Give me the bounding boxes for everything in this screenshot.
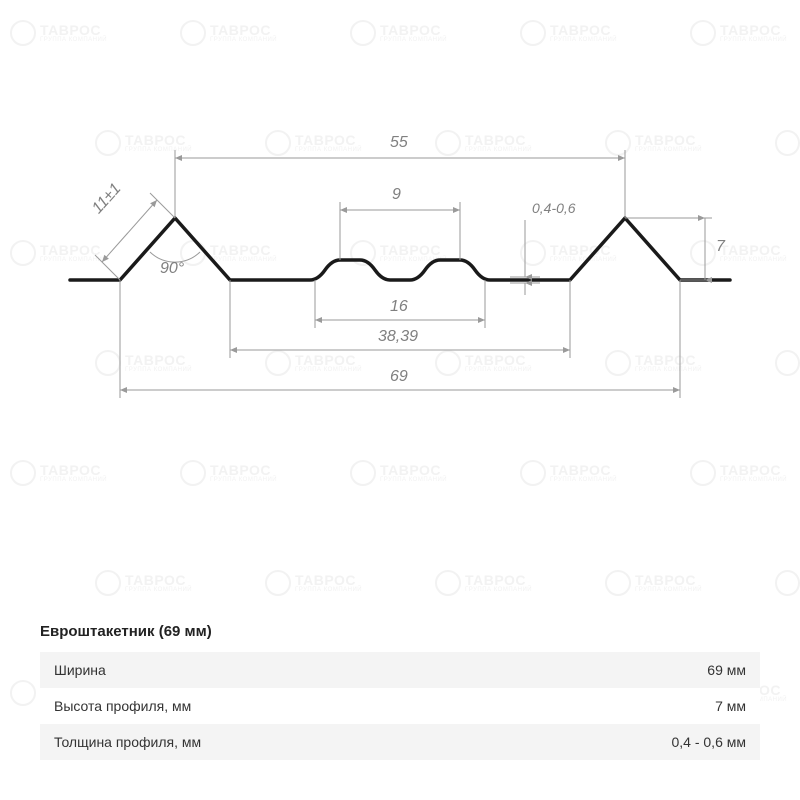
spec-label: Ширина xyxy=(54,662,106,678)
spec-value: 7 мм xyxy=(715,698,746,714)
label-total-span: 69 xyxy=(390,368,408,386)
dim-bump-top xyxy=(340,202,460,260)
spec-title: Евроштакетник (69 мм) xyxy=(40,623,760,640)
spec-row: Ширина 69 мм xyxy=(40,652,760,688)
spec-value: 0,4 - 0,6 мм xyxy=(671,734,746,750)
dim-thickness xyxy=(510,220,540,295)
label-valley-span: 38,39 xyxy=(378,328,418,346)
spec-value: 69 мм xyxy=(707,662,746,678)
spec-rows: Ширина 69 мм Высота профиля, мм 7 мм Тол… xyxy=(40,652,760,760)
spec-row: Толщина профиля, мм 0,4 - 0,6 мм xyxy=(40,724,760,760)
label-bump-top: 9 xyxy=(392,186,401,204)
label-height: 7 xyxy=(716,238,725,256)
spec-label: Высота профиля, мм xyxy=(54,698,191,714)
profile-diagram: 11±1 90° 55 9 0,4-0,6 7 16 38,39 69 xyxy=(60,120,740,420)
label-bump-span: 16 xyxy=(390,298,408,316)
spec-row: Высота профиля, мм 7 мм xyxy=(40,688,760,724)
dim-height xyxy=(625,218,712,280)
dim-valley-span xyxy=(230,280,570,358)
spec-table: Евроштакетник (69 мм) Ширина 69 мм Высот… xyxy=(40,623,760,760)
label-thickness: 0,4-0,6 xyxy=(532,200,576,216)
label-angle: 90° xyxy=(160,260,184,278)
label-top-span: 55 xyxy=(390,134,408,152)
spec-label: Толщина профиля, мм xyxy=(54,734,201,750)
